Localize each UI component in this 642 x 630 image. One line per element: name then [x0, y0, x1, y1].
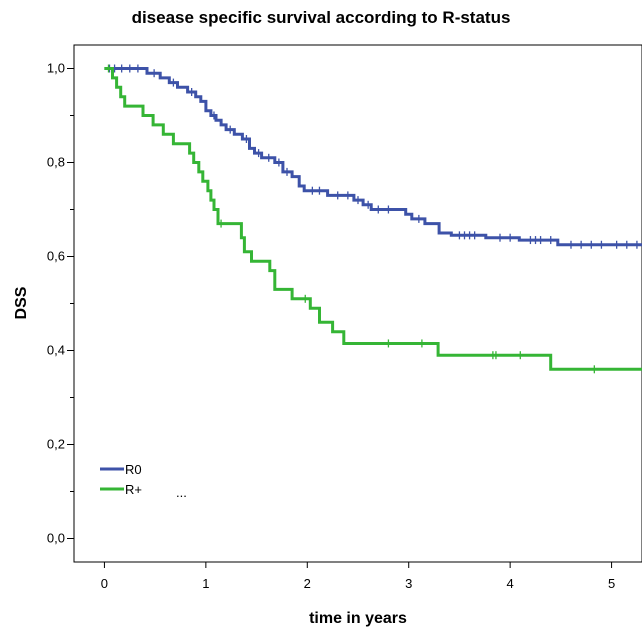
x-tick-label: 2 [304, 576, 311, 591]
axes-layer: 0 1 2 3 4 5 0,0 0,2 0,4 0,6 0,8 1,0 [47, 61, 615, 592]
legend-extra-text: ... [176, 485, 187, 500]
chart-title: disease specific survival according to R… [131, 8, 511, 27]
x-tick-label: 1 [202, 576, 209, 591]
x-axis-label: time in years [309, 610, 407, 627]
legend-label-rplus: R+ [125, 482, 142, 497]
y-tick-label: 1,0 [47, 61, 65, 76]
y-axis-label: DSS [13, 286, 30, 319]
y-tick-label: 0,2 [47, 437, 65, 452]
y-tick-label: 0,4 [47, 343, 65, 358]
legend-label-r0: R0 [125, 462, 142, 477]
x-tick-label: 0 [101, 576, 108, 591]
legend: R0 R+ ... [100, 462, 187, 500]
x-tick-label: 4 [507, 576, 514, 591]
y-tick-label: 0,8 [47, 155, 65, 170]
plot-frame [73, 44, 642, 563]
x-tick-label: 5 [608, 576, 615, 591]
y-tick-label: 0,6 [47, 249, 65, 264]
x-tick-label: 3 [405, 576, 412, 591]
series-line-rplus [104, 67, 642, 371]
curves-layer [104, 64, 642, 374]
y-tick-label: 0,0 [47, 531, 65, 546]
